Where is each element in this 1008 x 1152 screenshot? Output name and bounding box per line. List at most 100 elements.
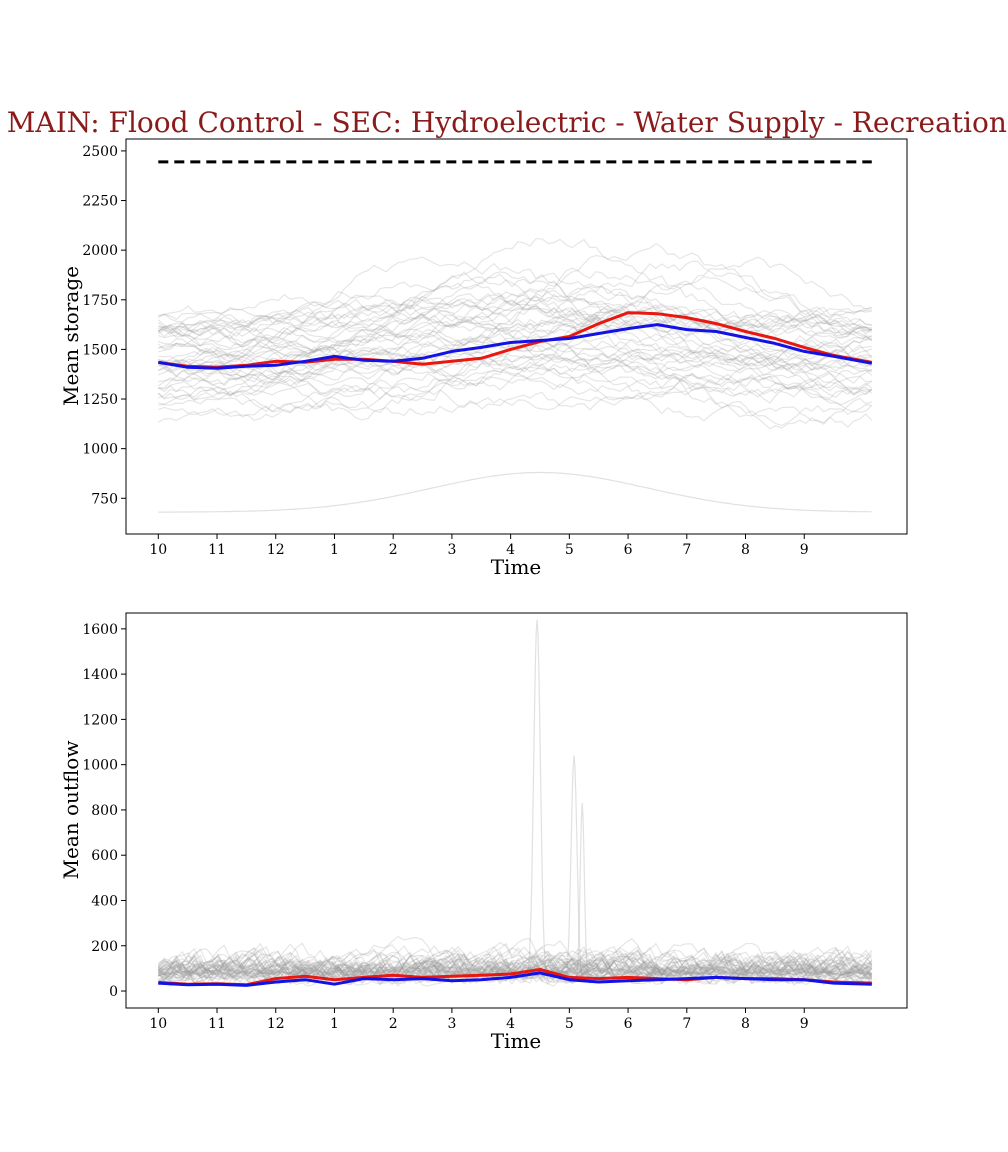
ensemble-trace [158, 285, 873, 340]
y-tick-label: 1600 [82, 622, 118, 638]
storage-x-axis-label: Time [491, 555, 542, 579]
y-tick-label: 200 [91, 939, 118, 955]
ensemble-spike [519, 619, 555, 983]
ensemble-trace [158, 272, 872, 329]
ensemble-trace [157, 944, 873, 978]
ensemble-trace [158, 957, 873, 985]
x-tick-label: 3 [447, 542, 456, 558]
x-tick-label: 1 [330, 542, 339, 558]
x-tick-label: 12 [267, 1016, 285, 1032]
ensemble-trace [158, 304, 872, 340]
storage-panel: 10 11 12 1 2 3 4 5 6 7 8 97501000125015001750200022… [82, 138, 908, 558]
ensemble-trace [158, 937, 873, 977]
x-tick-label: 8 [741, 542, 750, 558]
y-tick-label: 750 [91, 491, 118, 507]
ensemble-trace [157, 314, 873, 395]
ensemble-trace [158, 295, 872, 372]
ensemble-trace [157, 256, 873, 337]
ensemble-trace [158, 951, 873, 977]
x-tick-label: 2 [389, 1016, 398, 1032]
ensemble-trace [157, 942, 872, 976]
ensemble-trace [158, 369, 873, 404]
ensemble-trace [157, 945, 873, 977]
ensemble-trace [158, 349, 873, 381]
y-tick-label: 1750 [82, 293, 118, 309]
ensemble-trace [157, 352, 873, 400]
ensemble-trace [157, 269, 872, 349]
ensemble-trace [157, 949, 873, 975]
x-tick-label: 4 [506, 1016, 515, 1032]
ensemble-trace [158, 308, 873, 343]
ensemble-trace [158, 471, 872, 513]
ensemble-trace [158, 950, 873, 983]
x-tick-label: 6 [624, 1016, 633, 1032]
blue-series-line [158, 323, 873, 370]
y-tick-label: 2250 [82, 194, 118, 210]
y-tick-label: 1200 [82, 712, 118, 728]
ensemble-trace [158, 389, 872, 427]
y-tick-label: 1250 [82, 392, 118, 408]
ensemble-trace [158, 946, 872, 983]
red-series-line [158, 311, 873, 369]
ensemble-trace [158, 346, 872, 387]
ensemble-trace [157, 948, 873, 977]
plot-frame [125, 612, 908, 1009]
ensemble-trace [157, 942, 873, 974]
ensemble-trace [158, 356, 873, 398]
ensemble-trace [157, 954, 873, 980]
ensemble-trace [157, 957, 873, 986]
ensemble-trace [158, 296, 872, 331]
x-tick-label: 10 [149, 542, 167, 558]
ensemble-trace [157, 942, 872, 975]
ensemble-traces [157, 619, 873, 987]
x-tick-label: 1 [330, 1016, 339, 1032]
ensemble-trace [157, 940, 873, 974]
x-tick-label: 7 [682, 542, 691, 558]
storage-y-axis-label: Mean storage [59, 266, 83, 406]
ensemble-trace [157, 242, 872, 336]
ensemble-trace [157, 949, 873, 976]
ensemble-trace [158, 275, 872, 372]
y-tick-label: 1000 [82, 442, 118, 458]
plot-frame [125, 138, 908, 535]
x-tick-label: 9 [800, 542, 809, 558]
y-tick-label: 2000 [82, 243, 118, 259]
y-tick-label: 600 [91, 848, 118, 864]
ensemble-trace [157, 946, 873, 980]
x-tick-label: 3 [447, 1016, 456, 1032]
y-tick-label: 1400 [82, 667, 118, 683]
ensemble-trace [158, 947, 873, 978]
ensemble-trace [158, 946, 873, 977]
y-tick-label: 1000 [82, 758, 118, 774]
y-tick-label: 1500 [82, 342, 118, 358]
x-tick-label: 7 [682, 1016, 691, 1032]
ensemble-trace [157, 942, 872, 976]
ensemble-trace [157, 256, 872, 357]
y-tick-label: 2500 [82, 144, 118, 160]
ensemble-trace [157, 352, 873, 406]
ensemble-trace [158, 305, 873, 369]
ensemble-trace [158, 309, 872, 369]
ensemble-trace [158, 949, 873, 983]
outflow-panel: 10 11 12 1 2 3 4 5 6 7 8 90200400600800100012001400… [82, 612, 908, 1032]
ensemble-trace [157, 949, 873, 977]
ensemble-trace [158, 260, 872, 344]
y-tick-label: 0 [109, 984, 118, 1000]
x-tick-label: 8 [741, 1016, 750, 1032]
x-tick-label: 11 [208, 542, 226, 558]
outflow-y-axis-label: Mean outflow [59, 741, 83, 880]
x-tick-label: 12 [267, 542, 285, 558]
ensemble-trace [158, 304, 873, 360]
ensemble-trace [157, 949, 873, 978]
x-tick-label: 11 [208, 1016, 226, 1032]
y-tick-label: 400 [91, 893, 118, 909]
ensemble-trace [158, 293, 873, 349]
x-tick-label: 5 [565, 542, 574, 558]
x-tick-label: 6 [624, 542, 633, 558]
x-tick-label: 4 [506, 542, 515, 558]
ensemble-trace [158, 946, 873, 976]
y-tick-label: 800 [91, 803, 118, 819]
ensemble-trace [158, 352, 872, 388]
ensemble-trace [158, 328, 872, 396]
